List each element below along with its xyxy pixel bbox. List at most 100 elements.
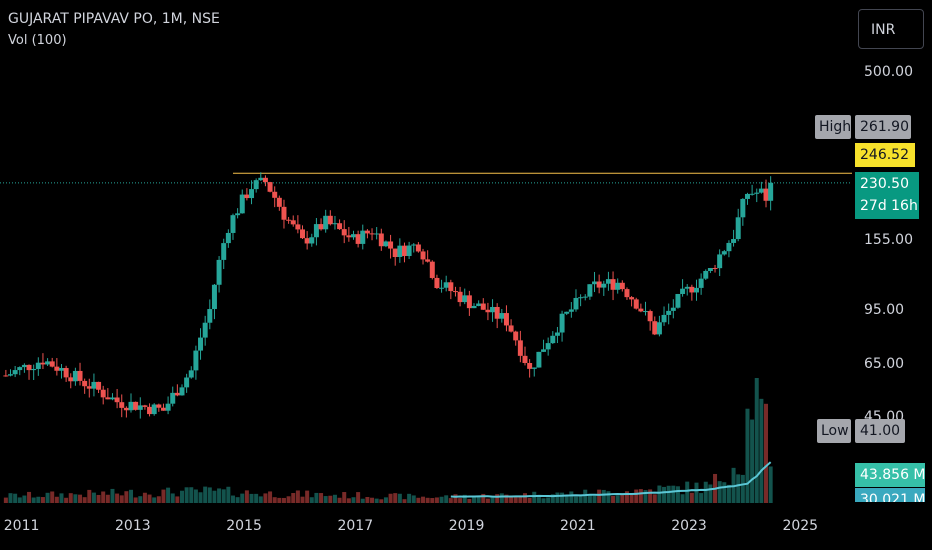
volume-bar bbox=[560, 492, 565, 503]
candle-body bbox=[536, 351, 542, 368]
candle-body bbox=[300, 229, 306, 239]
candle-body bbox=[601, 283, 607, 288]
volume-bar bbox=[638, 489, 643, 503]
time-tick-label: 2013 bbox=[115, 518, 151, 534]
candle-body bbox=[378, 233, 384, 247]
candle-body bbox=[684, 286, 690, 289]
volume-bar bbox=[388, 493, 393, 503]
candle-body bbox=[249, 189, 255, 199]
volume-bar bbox=[573, 496, 578, 503]
low-tag-name: Low bbox=[817, 419, 851, 443]
candle-body bbox=[661, 314, 667, 323]
candle-body bbox=[415, 244, 421, 252]
candle-body bbox=[35, 362, 41, 369]
time-tick-label: 2019 bbox=[448, 518, 485, 534]
candle-body bbox=[485, 309, 491, 313]
volume-bar bbox=[726, 484, 731, 503]
candle-body bbox=[40, 362, 46, 365]
candle-body bbox=[466, 295, 472, 309]
volume-bar bbox=[124, 491, 129, 503]
time-tick-label: 2023 bbox=[671, 518, 707, 534]
volume-bar bbox=[64, 497, 69, 503]
volume-bar bbox=[286, 496, 291, 503]
candle-body bbox=[193, 350, 199, 371]
volume-bar bbox=[448, 498, 453, 503]
candle-body bbox=[624, 289, 630, 298]
candle-body bbox=[457, 291, 463, 303]
candle-body bbox=[383, 241, 389, 247]
candle-body bbox=[332, 223, 338, 225]
candle-body bbox=[12, 370, 18, 375]
volume-bar bbox=[305, 490, 310, 503]
candle-body bbox=[119, 402, 125, 408]
candle-body bbox=[100, 389, 106, 398]
candle-body bbox=[309, 237, 315, 244]
candle-body bbox=[207, 309, 213, 323]
candle-body bbox=[276, 197, 282, 207]
volume-bar bbox=[513, 497, 518, 503]
volume-bar bbox=[258, 496, 263, 503]
volume-bar bbox=[230, 495, 235, 503]
volume-bar bbox=[754, 378, 759, 503]
volume-bar bbox=[184, 487, 189, 503]
currency-button[interactable]: INR bbox=[858, 9, 924, 49]
volume-bar bbox=[583, 489, 588, 503]
candle-body bbox=[568, 309, 574, 312]
volume-bar bbox=[532, 491, 537, 503]
volume-bar bbox=[119, 495, 124, 503]
volume-bar bbox=[3, 497, 8, 503]
volume-bar bbox=[356, 492, 361, 503]
candle-body bbox=[494, 306, 500, 319]
volume-bar bbox=[453, 494, 458, 503]
candle-body bbox=[693, 287, 699, 293]
volume-bar bbox=[648, 489, 653, 503]
alert-price-tag: 246.52 bbox=[855, 143, 915, 167]
candle-body bbox=[313, 224, 319, 238]
volume-bar bbox=[254, 493, 259, 503]
candle-body bbox=[8, 374, 13, 376]
volume-bar bbox=[536, 497, 541, 503]
volume-bar bbox=[518, 496, 523, 503]
candle-body bbox=[605, 279, 611, 284]
candle-body bbox=[202, 322, 208, 338]
candle-body bbox=[96, 381, 102, 390]
candle-body bbox=[295, 224, 301, 230]
volume-bar bbox=[161, 489, 166, 503]
candle-body bbox=[318, 224, 324, 230]
volume-bar bbox=[759, 398, 764, 503]
volume-bar bbox=[416, 497, 421, 503]
volume-bar bbox=[569, 491, 574, 503]
volume-bar bbox=[198, 492, 203, 503]
volume-bar bbox=[634, 489, 639, 503]
volume-bar bbox=[499, 493, 504, 503]
candle-body bbox=[216, 259, 222, 285]
volume-bar bbox=[82, 497, 87, 503]
volume-bar bbox=[680, 494, 685, 503]
candle-body bbox=[596, 281, 602, 288]
candle-body bbox=[128, 401, 134, 411]
candle-body bbox=[721, 251, 727, 255]
candle-body bbox=[531, 367, 537, 369]
time-tick-label: 2015 bbox=[226, 518, 262, 534]
candle-body bbox=[392, 248, 398, 258]
candle-body bbox=[77, 370, 83, 381]
volume-bar bbox=[485, 498, 490, 503]
volume-bar bbox=[212, 490, 217, 503]
candle-body bbox=[573, 297, 579, 310]
candle-body bbox=[369, 233, 375, 235]
volume-bar bbox=[620, 495, 625, 503]
candle-body bbox=[267, 182, 273, 192]
candle-body bbox=[147, 406, 153, 415]
last-price-tag: 230.50 27d 16h bbox=[855, 172, 919, 219]
volume-bar bbox=[601, 489, 606, 503]
volume-bar bbox=[31, 497, 36, 503]
volume-bar bbox=[342, 492, 347, 503]
candle-body bbox=[82, 380, 88, 387]
candle-body bbox=[731, 239, 737, 243]
candle-body bbox=[221, 243, 227, 260]
candle-body bbox=[619, 282, 625, 290]
candle-body bbox=[758, 188, 764, 193]
volume-bar bbox=[550, 494, 555, 503]
candle-body bbox=[86, 386, 92, 389]
